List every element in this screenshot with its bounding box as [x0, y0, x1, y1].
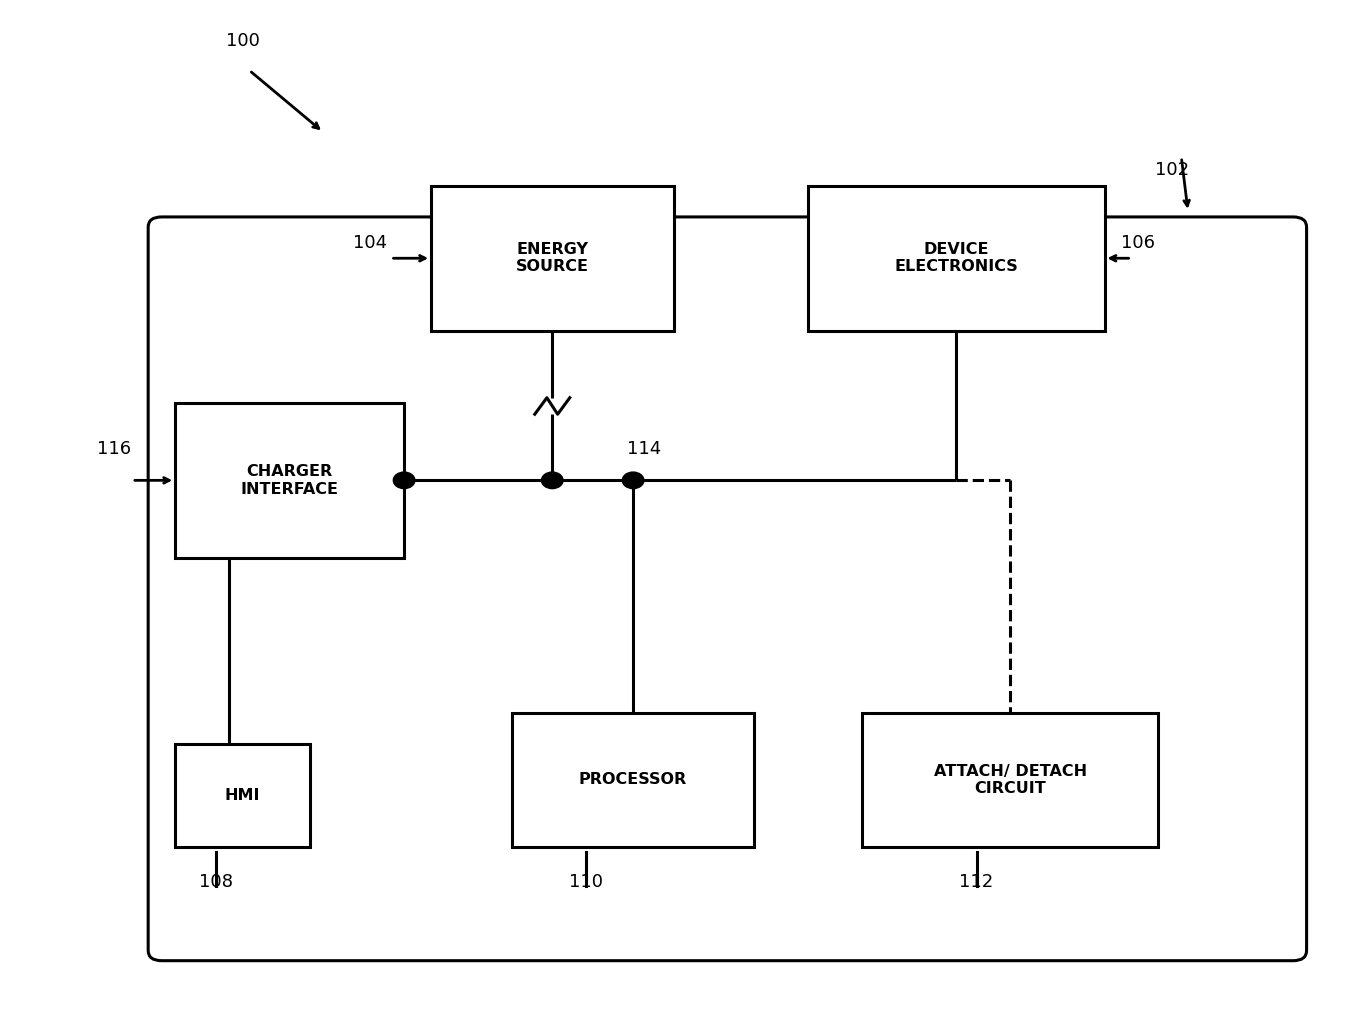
Text: 110: 110: [568, 873, 603, 890]
Circle shape: [541, 472, 563, 489]
FancyBboxPatch shape: [148, 217, 1307, 961]
Text: 116: 116: [97, 440, 132, 459]
Circle shape: [622, 472, 644, 489]
Text: 114: 114: [626, 440, 661, 459]
Text: 112: 112: [959, 873, 994, 890]
Bar: [175, 744, 310, 847]
Text: 108: 108: [198, 873, 233, 890]
Text: ENERGY
SOURCE: ENERGY SOURCE: [516, 242, 589, 275]
Text: 104: 104: [353, 233, 388, 252]
Bar: [175, 403, 404, 558]
Bar: [862, 713, 1158, 847]
Bar: [808, 186, 1105, 331]
Text: CHARGER
INTERFACE: CHARGER INTERFACE: [241, 464, 338, 497]
Bar: [431, 186, 674, 331]
Circle shape: [393, 472, 415, 489]
Text: HMI: HMI: [225, 788, 260, 803]
Text: PROCESSOR: PROCESSOR: [579, 773, 687, 787]
Text: 100: 100: [225, 32, 260, 51]
Bar: [512, 713, 754, 847]
Text: DEVICE
ELECTRONICS: DEVICE ELECTRONICS: [894, 242, 1018, 275]
Text: 106: 106: [1121, 233, 1156, 252]
Text: ATTACH/ DETACH
CIRCUIT: ATTACH/ DETACH CIRCUIT: [933, 763, 1087, 796]
Text: 102: 102: [1154, 161, 1189, 180]
